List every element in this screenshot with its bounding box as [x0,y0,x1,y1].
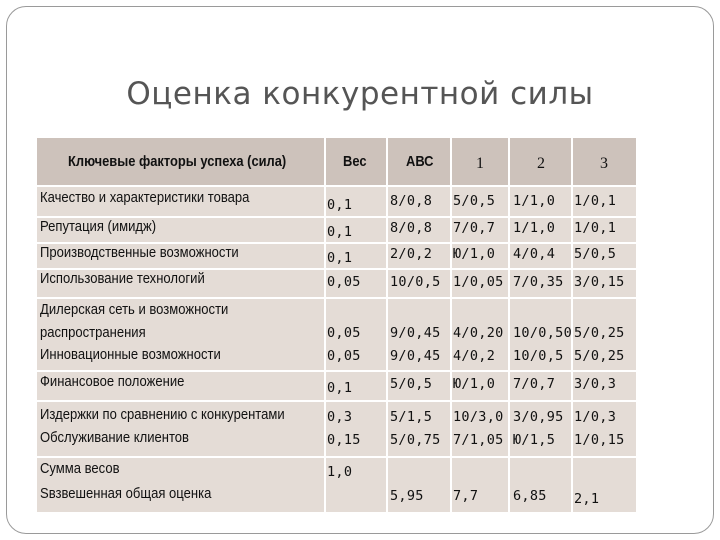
column-divider [571,138,573,512]
cell-competitor-3: 2,1 [574,491,600,507]
cell-competitor-2: 3/0,95 [513,409,564,425]
cell-competitor-3: 1/0,15 [574,432,625,448]
cell-weight: 0,1 [327,224,353,240]
cell-abc: 10/0,5 [390,274,441,290]
row-label: Дилерская сеть и возможности [40,302,229,318]
cell-abc: 9/0,45 [390,325,441,341]
cell-weight: 0,05 [327,348,361,364]
cell-abc: 8/0,8 [390,220,433,236]
row-label-continued: распространения [40,325,146,341]
column-divider [450,138,452,512]
cell-competitor-2: 1/1,0 [513,220,556,236]
cell-competitor-2: Ю/1,5 [513,432,556,448]
header-competitor-3: 3 [600,155,608,172]
cell-competitor-3: 1/0,1 [574,220,617,236]
cell-competitor-2: 7/0,7 [513,376,556,392]
row-divider [37,216,636,218]
cell-competitor-2: 10/0,50 [513,325,572,341]
row-divider [37,370,636,372]
cell-weight: 0,3 [327,409,353,425]
cell-abc: 5,95 [390,488,424,504]
row-divider [37,242,636,244]
cell-competitor-1: 1/0,05 [453,274,504,290]
cell-competitor-2: 4/0,4 [513,246,556,262]
row-label: Качество и характеристики товара [40,190,250,206]
cell-competitor-2: 6,85 [513,488,547,504]
row-divider [37,400,636,402]
header-competitor-2: 2 [537,155,545,172]
cell-competitor-1: Ю/1,0 [453,246,496,262]
column-divider [386,138,388,512]
cell-competitor-3: 1/0,3 [574,409,617,425]
header-abc: АВС [406,153,434,170]
cell-abc: 2/0,2 [390,246,433,262]
cell-competitor-3: 1/0,1 [574,193,617,209]
cell-competitor-1: 7/1,05 [453,432,504,448]
cell-competitor-2: 7/0,35 [513,274,564,290]
cell-competitor-3: 5/0,5 [574,246,617,262]
cell-competitor-1: 10/3,0 [453,409,504,425]
row-label: Обслуживание клиентов [40,430,189,446]
cell-abc: 5/1,5 [390,409,433,425]
cell-competitor-3: 3/0,15 [574,274,625,290]
cell-weight: 0,15 [327,432,361,448]
cell-weight: 0,1 [327,380,353,396]
cell-abc: 8/0,8 [390,193,433,209]
column-divider [324,138,326,512]
competitive-strength-table: Ключевые факторы успеха (сила) Вес АВС 1… [37,138,636,512]
cell-weight: 0,1 [327,250,353,266]
row-label: Sвзвешенная общая оценка [40,486,212,502]
row-label: Финансовое положение [40,374,185,390]
cell-competitor-3: 5/0,25 [574,325,625,341]
row-label: Сумма весов [40,461,120,477]
cell-competitor-2: 10/0,5 [513,348,564,364]
row-label: Использование технологий [40,271,205,287]
cell-weight: 0,05 [327,325,361,341]
table-header [37,138,636,185]
header-weight: Вес [343,153,367,170]
row-divider [37,268,636,270]
cell-competitor-1: 4/0,20 [453,325,504,341]
cell-abc: 5/0,75 [390,432,441,448]
cell-competitor-1: Ю/1,0 [453,376,496,392]
cell-competitor-2: 1/1,0 [513,193,556,209]
cell-competitor-1: 4/0,2 [453,348,496,364]
column-divider [508,138,510,512]
cell-competitor-3: 5/0,25 [574,348,625,364]
row-divider [37,185,636,187]
cell-competitor-3: 3/0,3 [574,376,617,392]
cell-weight: 0,05 [327,274,361,290]
cell-abc: 5/0,5 [390,376,433,392]
cell-weight: 0,1 [327,197,353,213]
slide-title: Оценка конкурентной силы [126,76,594,112]
cell-abc: 9/0,45 [390,348,441,364]
row-divider [37,456,636,458]
cell-competitor-1: 7,7 [453,488,479,504]
row-label: Производственные возможности [40,245,239,261]
header-factor: Ключевые факторы успеха (сила) [68,153,287,170]
cell-competitor-1: 5/0,5 [453,193,496,209]
row-label: Инновационные возможности [40,347,221,363]
row-label: Репутация (имидж) [40,219,157,235]
row-divider [37,297,636,299]
header-competitor-1: 1 [476,155,484,172]
row-label: Издержки по сравнению с конкурентами [40,407,285,423]
cell-competitor-1: 7/0,7 [453,220,496,236]
cell-weight: 1,0 [327,464,353,480]
